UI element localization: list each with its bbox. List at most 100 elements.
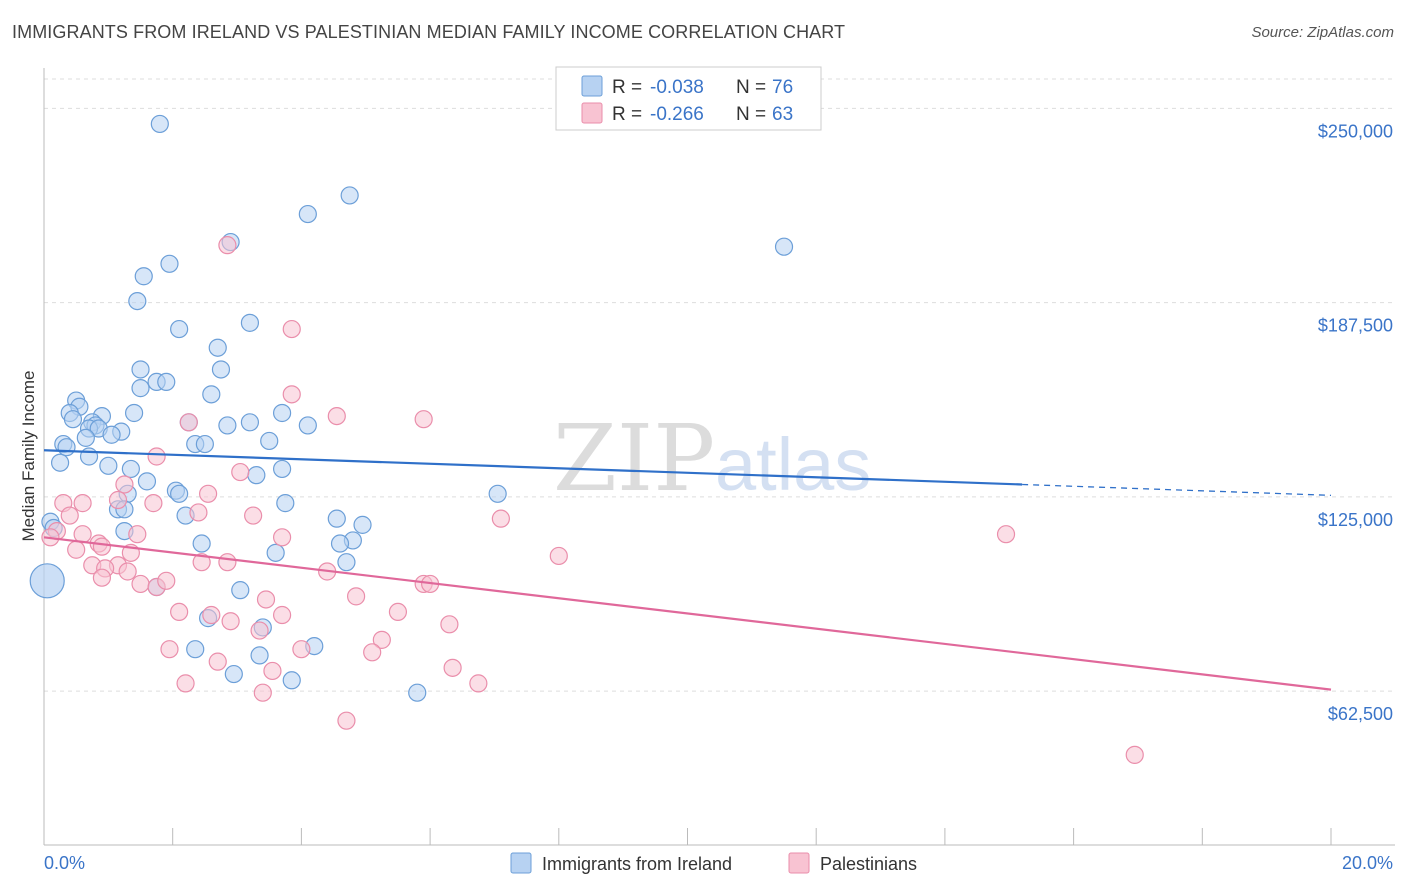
scatter-point — [372, 630, 391, 649]
scatter-point — [443, 658, 462, 677]
scatter-point — [272, 528, 292, 547]
axes — [43, 68, 1395, 846]
bottom-legend-label-ireland: Immigrants from Ireland — [542, 854, 732, 874]
legend-n-label-blue: N = — [736, 77, 766, 98]
scatter-point — [29, 563, 65, 599]
y-axis-tick-labels: $62,500 $125,000 $187,500 $250,000 — [1318, 121, 1393, 724]
x-axis-ticks — [43, 828, 1332, 845]
scatter-point — [57, 438, 76, 457]
scatter-point — [160, 254, 179, 273]
scatter-point — [1125, 745, 1144, 764]
legend-r-value-pink: -0.266 — [650, 104, 704, 125]
scatter-point — [272, 605, 292, 625]
scatter-point — [549, 546, 568, 566]
scatter-point — [131, 574, 150, 594]
scatter-point — [298, 416, 317, 435]
scatter-point — [195, 434, 214, 454]
scatter-point — [128, 525, 147, 544]
legend-swatch-pink — [581, 102, 603, 124]
scatter-point — [121, 459, 140, 479]
scatter-point — [327, 509, 346, 528]
scatter-point — [157, 571, 176, 590]
gridlines — [44, 78, 1395, 692]
scatter-point — [50, 453, 70, 472]
stats-legend: R = -0.038 N = 76 R = -0.266 N = 63 — [555, 66, 822, 131]
scatter-point — [337, 553, 356, 572]
scatter-point — [231, 581, 250, 600]
scatter-point — [208, 338, 227, 357]
scatter-point — [108, 490, 128, 510]
scatter-point — [186, 640, 205, 659]
x-tick-label-min: 0.0% — [44, 853, 85, 873]
watermark-zip: ZIP — [553, 405, 715, 512]
scatter-point — [231, 462, 250, 482]
scatter-point — [240, 313, 260, 332]
trend-line-palestinians — [43, 536, 1332, 691]
scatter-point — [131, 360, 150, 379]
scatter-point — [150, 114, 169, 134]
scatter-point — [202, 385, 221, 404]
scatter-point — [469, 674, 488, 693]
scatter-point — [176, 674, 195, 693]
legend-n-value-blue: 76 — [772, 77, 793, 98]
scatter-point — [337, 711, 356, 730]
scatter-point — [134, 267, 153, 286]
scatter-point — [99, 456, 118, 475]
trend-line-ireland — [43, 449, 1023, 486]
legend-n-value-pink: 63 — [772, 104, 793, 125]
scatter-point — [276, 494, 295, 513]
scatter-point — [170, 319, 189, 339]
legend-r-label-pink: R = — [612, 104, 642, 125]
scatter-point — [414, 410, 433, 429]
scatter-point — [491, 509, 510, 528]
scatter-point — [272, 459, 292, 479]
scatter-point — [170, 484, 189, 503]
legend-swatch-blue — [581, 75, 603, 97]
scatter-point — [298, 204, 317, 224]
scatter-point — [774, 237, 794, 256]
scatter-point — [92, 568, 112, 587]
scatter-point — [131, 379, 150, 398]
scatter-point — [250, 646, 269, 665]
scatter-point — [256, 590, 276, 609]
scatter-point — [192, 534, 211, 553]
scatter-point — [440, 615, 459, 634]
bottom-legend-swatch-palestinians — [788, 852, 810, 874]
bottom-legend-label-palestinians: Palestinians — [820, 854, 917, 874]
scatter-point — [282, 385, 301, 404]
scatter-point — [202, 605, 221, 625]
scatter-point — [76, 428, 95, 447]
scatter-point — [253, 683, 272, 702]
scatter-point — [247, 466, 266, 485]
scatter-point — [224, 664, 243, 684]
scatter-point — [388, 602, 408, 622]
y-tick-label: $250,000 — [1318, 121, 1393, 141]
scatter-point — [118, 562, 137, 581]
y-tick-label: $125,000 — [1318, 510, 1393, 530]
scatter-point — [92, 537, 112, 556]
scatter-point — [218, 236, 237, 255]
scatter-point — [198, 484, 218, 503]
scatter-point — [282, 319, 301, 339]
scatter-point — [244, 506, 263, 525]
scatter-point — [124, 403, 144, 423]
chart-title: IMMIGRANTS FROM IRELAND VS PALESTINIAN M… — [12, 22, 846, 42]
scatter-point — [353, 515, 372, 534]
scatter-point — [996, 525, 1016, 544]
scatter-point — [292, 640, 311, 659]
scatter-point — [157, 372, 176, 392]
source-credit: Source: ZipAtlas.com — [1251, 24, 1394, 41]
scatter-point — [282, 671, 301, 690]
scatter-point — [340, 186, 359, 205]
scatter-point — [250, 621, 269, 640]
scatter-point — [73, 494, 92, 513]
scatter-point — [327, 406, 346, 426]
trend-lines — [43, 449, 1332, 691]
scatter-point — [218, 416, 237, 435]
y-tick-label: $62,500 — [1328, 704, 1393, 724]
y-tick-label: $187,500 — [1318, 316, 1393, 336]
scatter-point — [179, 413, 198, 432]
legend-n-label-pink: N = — [736, 104, 766, 125]
scatter-point — [128, 292, 147, 311]
